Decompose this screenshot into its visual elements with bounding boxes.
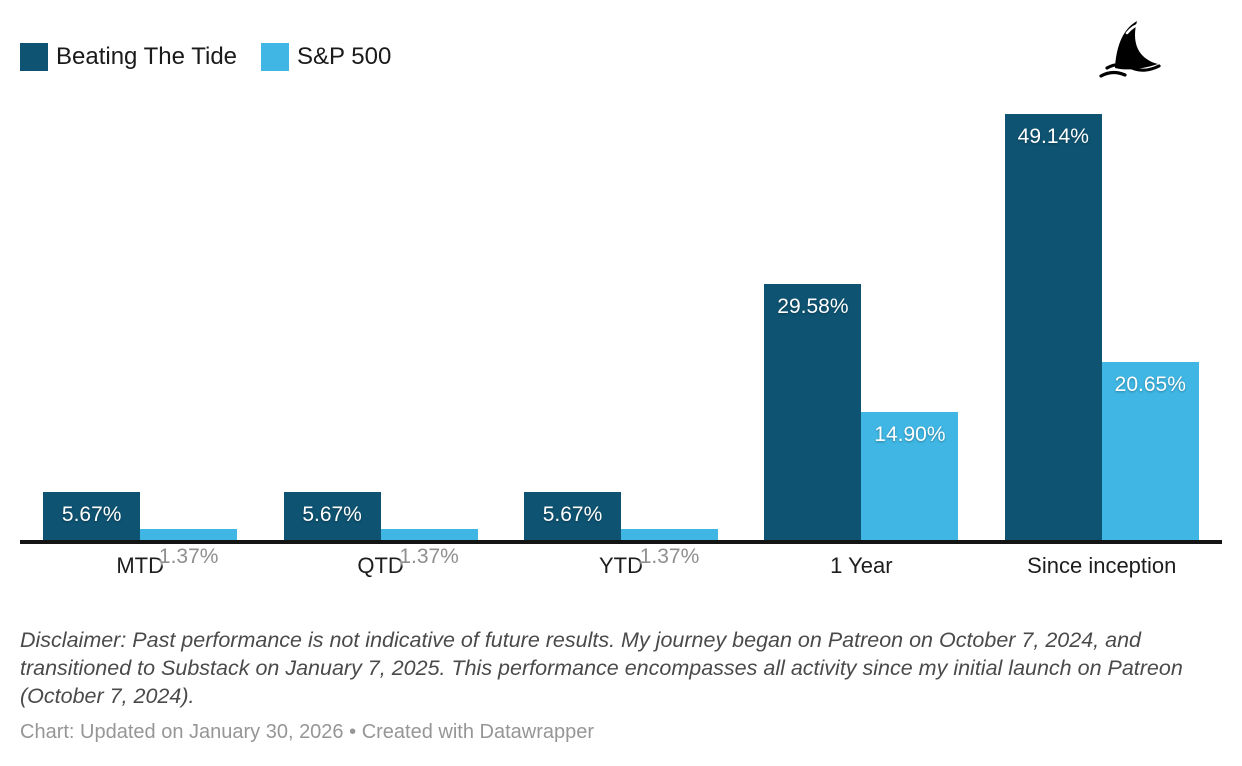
bar-beating-the-tide-qtd — [283, 491, 381, 541]
bar-beating-the-tide-since-inception — [1004, 114, 1102, 541]
footer-updated-text: Chart: Updated on January 30, 2026 — [20, 721, 344, 743]
value-label-s-p-500-mtd: 1.37% — [158, 545, 219, 568]
bar-s-p-500-since-inception — [1101, 361, 1199, 541]
datawrapper-link[interactable]: Created with Datawrapper — [361, 721, 595, 743]
legend-label-beating-the-tide: Beating The Tide — [56, 43, 238, 70]
bar-s-p-500-qtd — [380, 529, 478, 541]
value-label-s-p-500-qtd: 1.37% — [399, 545, 459, 568]
bar-s-p-500-ytd — [621, 529, 718, 541]
bar-s-p-500-mtd — [140, 529, 238, 541]
value-label-s-p-500-since-inception: 20.65% — [1114, 372, 1186, 396]
x-axis-line — [20, 540, 1222, 544]
bar-beating-the-tide-mtd — [43, 491, 141, 541]
bar-s-p-500-1-year — [861, 411, 959, 541]
value-label-s-p-500-1-year: 14.90% — [874, 422, 946, 446]
footer-credit: Chart: Updated on January 30, 2026 • Cre… — [20, 720, 1225, 744]
legend-swatch-sp500 — [261, 43, 290, 71]
bar-chart-plot: 5.67% 1.37% MTD 5.67% 1.37% QTD 5.67% 1.37% YTD 2… — [43, 114, 1199, 578]
legend-item-sp500: S&P 500 — [261, 43, 391, 71]
value-label-beating-the-tide-1-year: 29.58% — [777, 294, 849, 318]
value-label-s-p-500-ytd: 1.37% — [639, 545, 700, 568]
bar-beating-the-tide-1-year — [764, 283, 862, 541]
legend-swatch-beating-the-tide — [20, 43, 48, 71]
value-label-beating-the-tide-mtd: 5.67% — [61, 502, 122, 526]
bar-beating-the-tide-ytd — [524, 491, 621, 541]
x-axis-label-ytd: YTD — [598, 553, 643, 578]
x-axis-label-qtd: QTD — [357, 553, 404, 578]
value-label-beating-the-tide-since-inception: 49.14% — [1017, 125, 1089, 148]
legend: Beating The Tide S&P 500 — [20, 43, 391, 71]
x-axis-label-mtd: MTD — [116, 553, 165, 578]
x-axis-label-1-year: 1 Year — [830, 553, 893, 578]
value-label-beating-the-tide-ytd: 5.67% — [542, 502, 603, 526]
legend-label-sp500: S&P 500 — [297, 43, 392, 70]
legend-item-beating-the-tide: Beating The Tide — [20, 43, 237, 71]
x-axis-label-since-inception: Since inception — [1027, 553, 1177, 578]
value-label-beating-the-tide-qtd: 5.67% — [302, 502, 362, 526]
shark-fin-icon — [1099, 21, 1161, 78]
footer-separator: • — [343, 721, 362, 743]
disclaimer-text: Disclaimer: Past performance is not indi… — [20, 628, 1183, 708]
